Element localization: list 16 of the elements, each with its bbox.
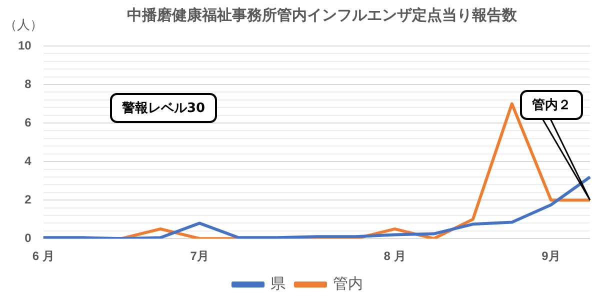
y-tick-label: 0 xyxy=(24,230,32,245)
y-tick-label: 4 xyxy=(24,154,32,168)
annotation: 管内２ xyxy=(520,90,583,120)
legend-label: 県 xyxy=(270,274,286,292)
x-tick-label: 7月 xyxy=(190,249,209,264)
y-tick-label: 8 xyxy=(24,76,32,91)
y-tick-label: 6 xyxy=(24,115,32,130)
x-tick-label: 6 月 xyxy=(32,249,54,264)
annotation: 警報レベル30 xyxy=(110,93,218,123)
x-tick-label: 9月 xyxy=(542,249,560,264)
y-axis-title: （人） xyxy=(4,17,43,34)
y-tick-label: 10 xyxy=(18,38,32,52)
x-tick-label: 8 月 xyxy=(384,249,406,264)
chart-title: 中播磨健康福祉事務所管内インフルエンザ定点当り報告数 xyxy=(127,6,517,24)
legend-label: 管内 xyxy=(333,274,363,292)
y-tick-label: 2 xyxy=(24,192,32,206)
